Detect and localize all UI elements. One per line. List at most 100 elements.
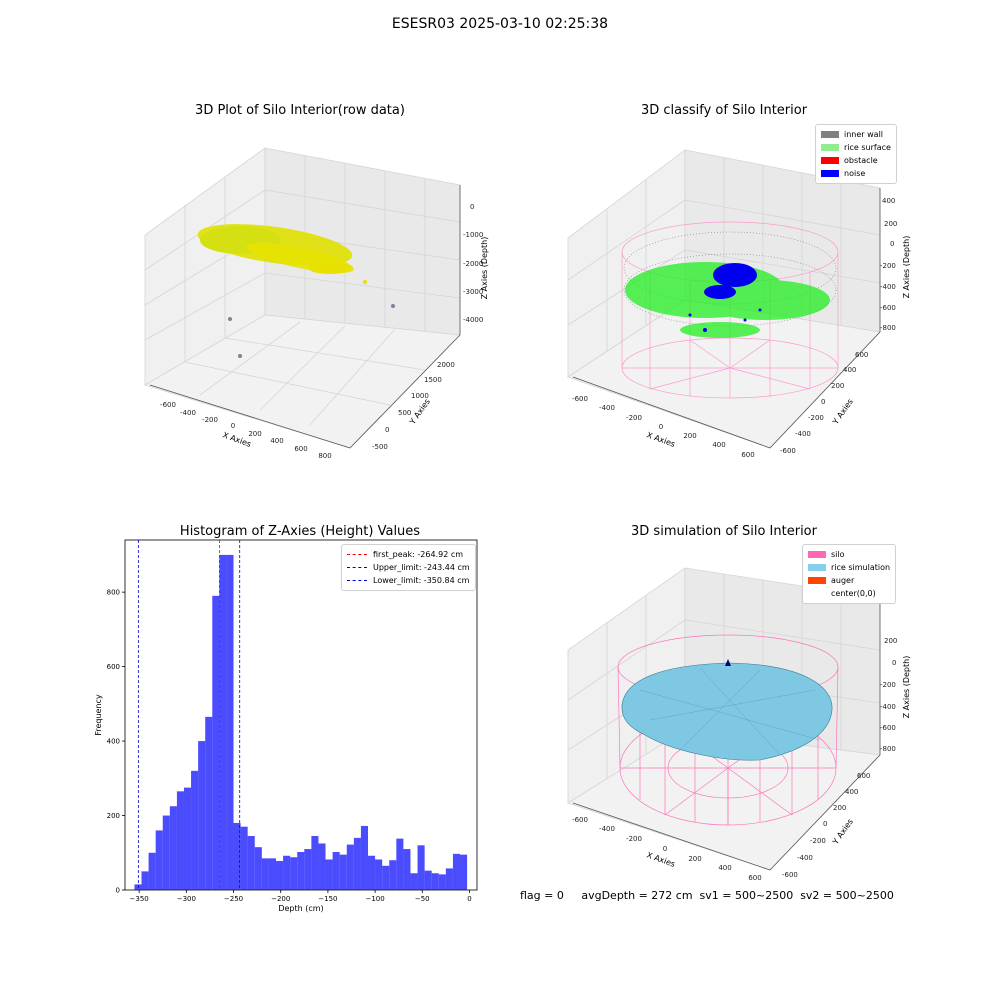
rice-simulation-surface <box>621 662 833 761</box>
raw-plot-axes <box>149 185 461 449</box>
raw-xtick: -200 <box>202 416 218 424</box>
legend-label: rice surface <box>844 143 891 152</box>
histogram-bar <box>403 849 411 890</box>
sim-xtick: 200 <box>688 855 701 863</box>
classify-plot-title: 3D classify of Silo Interior <box>640 103 808 118</box>
histogram-legend: first_peak: -264.92 cm Upper_limit: -243… <box>341 544 476 591</box>
histogram-xlabel: Depth (cm) <box>278 904 323 913</box>
histogram-bar <box>410 873 418 890</box>
histogram-bar <box>297 852 305 890</box>
classify-xtick: 400 <box>712 441 725 449</box>
sim-ytick: -400 <box>797 854 813 862</box>
raw-xtick: 200 <box>248 430 261 438</box>
histogram-reference-lines <box>137 540 241 890</box>
legend-swatch <box>808 577 826 584</box>
legend-swatch <box>808 551 826 558</box>
classify-zlabel: Z Axies (Depth) <box>902 236 911 299</box>
legend-swatch <box>808 564 826 571</box>
classify-ztick: 0 <box>890 240 894 248</box>
histogram-bar <box>198 741 206 890</box>
histogram-bar <box>417 845 425 890</box>
raw-plot-points <box>197 224 395 358</box>
sim-ztick: -600 <box>880 724 896 732</box>
histogram-bar <box>311 836 319 890</box>
histogram-bar <box>219 554 227 890</box>
histogram-ylabel: Frequency <box>94 694 103 736</box>
raw-plot-title: 3D Plot of Silo Interior(row data) <box>195 103 405 118</box>
histogram-bar <box>375 859 383 890</box>
raw-ytick: 2000 <box>437 361 455 369</box>
classify-ytick: 0 <box>821 398 825 406</box>
sim-ytick: 400 <box>845 788 858 796</box>
legend-label: inner wall <box>844 130 884 139</box>
histogram-title: Histogram of Z-Axies (Height) Values <box>179 524 421 539</box>
raw-ytick: 1500 <box>424 376 442 384</box>
sim-xtick: -600 <box>572 816 588 824</box>
histogram-bar <box>176 791 184 890</box>
legend-entry-first-peak: first_peak: -264.92 cm <box>347 548 470 561</box>
histogram-bar <box>445 868 453 890</box>
classify-ztick: 200 <box>884 220 897 228</box>
classify-xtick: -200 <box>626 414 642 422</box>
legend-entry-rice-surface: rice surface <box>821 141 891 154</box>
histogram-bar <box>346 844 354 890</box>
classify-ytick: 600 <box>855 351 868 359</box>
histogram-x-tick-label: −50 <box>415 895 430 903</box>
legend-line <box>347 580 367 581</box>
classify-xtick: -600 <box>572 395 588 403</box>
histogram-bar <box>261 858 269 890</box>
histogram-bar <box>275 860 284 890</box>
raw-zlabel: Z Axies (Depth) <box>480 237 489 300</box>
legend-entry-silo: silo <box>808 548 890 561</box>
legend-entry-upper-limit: Upper_limit: -243.44 cm <box>347 561 470 574</box>
raw-ztick: -4000 <box>463 316 483 324</box>
histogram-bar <box>205 716 213 890</box>
legend-entry-inner-wall: inner wall <box>821 128 891 141</box>
raw-ztick: -2000 <box>463 260 483 268</box>
histogram-bar <box>290 857 298 890</box>
histogram-bar <box>191 770 199 890</box>
sim-ytick: 200 <box>833 804 846 812</box>
histogram-bar <box>268 858 276 890</box>
classify-ztick: 400 <box>882 197 895 205</box>
histogram-bar <box>226 554 234 890</box>
histogram-x-tick-label: −350 <box>130 895 149 903</box>
raw-ytick: 500 <box>398 409 411 417</box>
histogram-y-tick-label: 600 <box>107 663 120 671</box>
figure-title: ESESR03 2025-03-10 02:25:38 <box>391 16 609 32</box>
sim-xtick: -400 <box>599 825 615 833</box>
histogram-bar <box>155 830 163 890</box>
histogram-bar <box>183 787 192 890</box>
histogram-bar <box>452 853 461 890</box>
histogram-bar <box>247 836 255 890</box>
legend-entry-obstacle: obstacle <box>821 154 891 167</box>
sim-xtick: -200 <box>626 835 642 843</box>
classify-ytick: -600 <box>780 447 796 455</box>
histogram-bar <box>325 859 333 890</box>
classify-ztick: -400 <box>880 283 896 291</box>
classify-ztick: -600 <box>880 304 896 312</box>
histogram-x-tick-label: −250 <box>224 895 243 903</box>
histogram-bar <box>162 815 170 890</box>
histogram-bar <box>332 852 340 890</box>
histogram-y-tick-label: 800 <box>107 589 120 597</box>
legend-entry-rice-simulation: rice simulation <box>808 561 890 574</box>
legend-label: auger <box>831 576 855 585</box>
raw-ztick: 0 <box>470 203 474 211</box>
histogram-x-tick-label: −200 <box>271 895 290 903</box>
histogram-bar <box>460 854 468 890</box>
sim-ytick: 0 <box>823 820 827 828</box>
legend-label: Upper_limit: -243.44 cm <box>373 563 470 572</box>
histogram-bar <box>240 826 248 890</box>
raw-plot-panes <box>144 147 461 449</box>
histogram-x-tick-label: 0 <box>467 895 471 903</box>
legend-swatch <box>821 144 839 151</box>
sim-zlabel: Z Axies (Depth) <box>902 656 911 719</box>
histogram-bar <box>396 838 404 890</box>
legend-label: noise <box>844 169 866 178</box>
legend-label: Lower_limit: -350.84 cm <box>373 576 470 585</box>
raw-xtick: 0 <box>231 422 235 430</box>
histogram-y-ticks: 0 200 400 600 800 <box>107 589 125 895</box>
